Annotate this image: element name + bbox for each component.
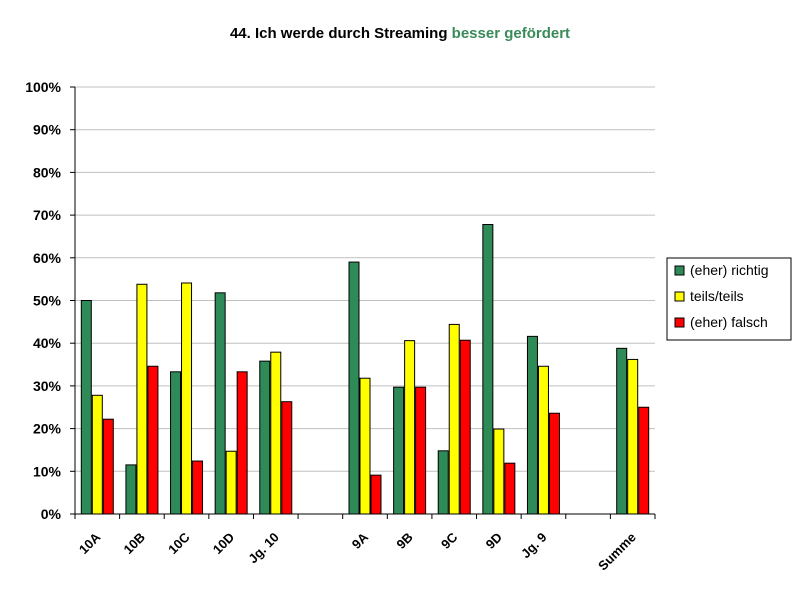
- bar: [214, 292, 226, 515]
- bar: [236, 371, 248, 515]
- y-tick-label: 0%: [41, 506, 62, 522]
- x-tick-label: Summe: [595, 530, 639, 574]
- bar: [370, 474, 382, 515]
- bar: [393, 386, 405, 515]
- bar: [448, 323, 460, 515]
- bar: [270, 351, 282, 515]
- bar: [638, 406, 650, 515]
- bar: [125, 464, 137, 515]
- axes: [70, 86, 656, 519]
- bar: [348, 261, 360, 515]
- bar: [136, 283, 148, 515]
- y-tick-label: 50%: [33, 293, 62, 309]
- y-tick-label: 90%: [33, 122, 62, 138]
- x-axis-tick-labels: 10A 10B 10C 10D Jg. 10 9A 9B 9C 9D Jg. 9 Summe: [76, 529, 639, 573]
- x-tick-label: 10A: [76, 529, 104, 557]
- legend-label: (eher) falsch: [690, 314, 768, 330]
- bar: [548, 412, 560, 515]
- chart-title-highlight: besser gefördert: [452, 25, 570, 42]
- bar: [259, 360, 271, 515]
- legend-swatch: [674, 265, 685, 276]
- legend-swatch: [674, 317, 685, 328]
- x-tick-label: 9D: [483, 530, 505, 552]
- bar-series: [80, 223, 650, 515]
- bar: [627, 358, 639, 515]
- bar: [181, 282, 193, 515]
- legend-box: [666, 257, 792, 341]
- x-tick-label: 10B: [121, 530, 148, 557]
- y-tick-label: 60%: [33, 250, 62, 266]
- legend-label: (eher) richtig: [690, 262, 769, 278]
- bar: [504, 462, 516, 515]
- chart-title-prefix: 44. Ich werde durch Streaming: [230, 25, 452, 42]
- x-tick-label: 10C: [165, 529, 193, 557]
- bar: [281, 401, 293, 515]
- bar: [102, 418, 114, 515]
- bar: [404, 340, 416, 515]
- bar: [537, 365, 549, 515]
- y-tick-label: 80%: [33, 164, 62, 180]
- x-tick-label: 10D: [210, 530, 237, 557]
- y-tick-label: 40%: [33, 335, 62, 351]
- bar: [147, 365, 159, 515]
- bar: [80, 300, 92, 515]
- x-tick-label: Jg. 9: [518, 530, 550, 562]
- bar: [359, 377, 371, 515]
- bar: [437, 450, 449, 515]
- legend: (eher) richtig teils/teils (eher) falsch: [666, 257, 792, 341]
- y-axis-tick-labels: 0% 10% 20% 30% 40% 50% 60% 70% 80% 90% 100%: [25, 79, 61, 522]
- y-tick-label: 20%: [33, 421, 62, 437]
- y-tick-label: 30%: [33, 378, 62, 394]
- legend-swatch: [674, 291, 685, 302]
- x-tick-label: 9B: [393, 530, 415, 552]
- x-tick-label: 9A: [349, 529, 372, 552]
- chart-title: 44. Ich werde durch Streaming besser gef…: [230, 25, 570, 42]
- bar: [415, 386, 427, 515]
- bar: [616, 347, 628, 515]
- bar: [482, 223, 494, 515]
- y-tick-label: 100%: [25, 79, 61, 95]
- y-tick-label: 70%: [33, 207, 62, 223]
- bar: [526, 335, 538, 515]
- x-tick-label: Jg. 10: [245, 530, 282, 567]
- x-tick-label: 9C: [438, 529, 461, 552]
- bar: [225, 450, 237, 515]
- y-tick-label: 10%: [33, 463, 62, 479]
- bar: [493, 428, 505, 515]
- legend-label: teils/teils: [690, 288, 744, 304]
- bar: [170, 371, 182, 515]
- bar: [192, 460, 204, 515]
- bar: [91, 394, 103, 515]
- bar: [459, 339, 471, 515]
